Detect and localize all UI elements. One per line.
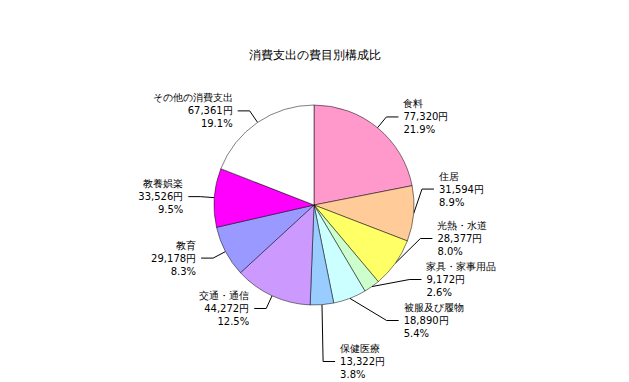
svg-text:18,890円: 18,890円 [404,315,449,326]
svg-text:光熱・水道: 光熱・水道 [437,220,487,231]
svg-text:家具・家事用品: 家具・家事用品 [426,261,496,272]
svg-text:交通・通信: 交通・通信 [199,290,249,301]
svg-text:29,178円: 29,178円 [151,253,196,264]
svg-text:44,272円: 44,272円 [204,303,249,314]
svg-text:31,594円: 31,594円 [439,184,484,195]
svg-text:28,377円: 28,377円 [437,233,482,244]
svg-text:12.5%: 12.5% [217,316,249,327]
svg-text:19.1%: 19.1% [201,118,233,129]
svg-text:食料: 食料 [403,98,423,109]
svg-text:被服及び履物: 被服及び履物 [404,302,464,313]
svg-text:保健医療: 保健医療 [340,343,380,354]
svg-text:9,172円: 9,172円 [426,274,465,285]
svg-text:住居: 住居 [439,171,459,182]
svg-text:消費支出の費目別構成比: 消費支出の費目別構成比 [249,48,381,62]
svg-text:8.9%: 8.9% [439,197,464,208]
svg-text:33,526円: 33,526円 [138,191,183,202]
svg-text:5.4%: 5.4% [404,328,429,339]
svg-text:21.9%: 21.9% [403,124,435,135]
svg-text:8.3%: 8.3% [171,266,196,277]
svg-text:8.0%: 8.0% [437,246,462,257]
svg-text:2.6%: 2.6% [426,287,451,298]
svg-text:教養娯楽: 教養娯楽 [143,178,183,189]
svg-text:9.5%: 9.5% [158,204,183,215]
svg-text:その他の消費支出: その他の消費支出 [153,92,233,103]
svg-text:13,322円: 13,322円 [340,356,385,367]
svg-text:3.8%: 3.8% [340,369,365,380]
svg-text:67,361円: 67,361円 [188,105,233,116]
svg-text:77,320円: 77,320円 [403,111,448,122]
svg-text:教育: 教育 [176,240,196,251]
